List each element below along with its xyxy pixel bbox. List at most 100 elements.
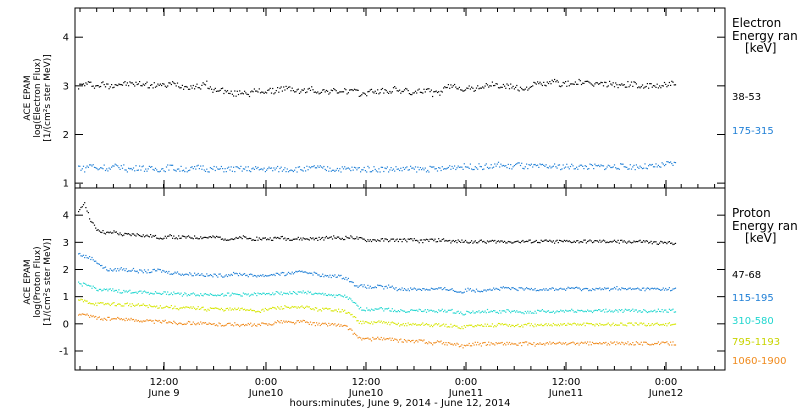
- data-point: [224, 89, 226, 92]
- data-point: [259, 293, 262, 295]
- data-point: [491, 81, 493, 83]
- data-point: [607, 164, 609, 166]
- data-point: [595, 165, 597, 167]
- data-point: [202, 306, 204, 308]
- data-point: [284, 89, 286, 91]
- data-point: [528, 312, 530, 314]
- data-point: [115, 231, 117, 233]
- data-point: [285, 239, 287, 241]
- data-point: [198, 295, 200, 297]
- data-point: [163, 170, 165, 172]
- data-point: [534, 345, 536, 347]
- x-time-label: 0:00: [455, 377, 477, 388]
- data-point: [375, 92, 377, 94]
- data-point: [374, 239, 376, 241]
- data-point: [613, 164, 616, 166]
- data-point: [485, 83, 487, 85]
- data-point: [264, 237, 266, 239]
- proton-legend-unit: [keV]: [745, 231, 776, 245]
- data-point: [505, 286, 507, 289]
- data-point: [494, 84, 496, 87]
- data-point: [401, 287, 403, 289]
- data-point: [554, 324, 556, 326]
- data-point: [189, 236, 191, 238]
- data-point: [671, 344, 673, 346]
- data-point: [89, 285, 91, 287]
- data-point: [174, 271, 176, 273]
- data-point: [440, 310, 442, 312]
- data-point: [654, 166, 656, 168]
- data-point: [610, 240, 612, 243]
- data-point: [502, 344, 504, 346]
- data-point: [228, 166, 230, 168]
- data-point: [87, 212, 89, 214]
- data-point: [362, 320, 364, 322]
- data-point: [97, 302, 99, 304]
- data-point: [314, 325, 316, 327]
- data-point: [611, 342, 613, 344]
- data-point: [457, 310, 459, 312]
- data-point: [425, 88, 428, 90]
- data-point: [480, 239, 482, 241]
- data-point: [665, 241, 667, 244]
- data-point: [406, 341, 408, 343]
- data-point: [372, 323, 374, 325]
- data-point: [277, 87, 279, 89]
- data-point: [421, 239, 423, 241]
- data-point: [104, 169, 107, 172]
- data-point: [97, 263, 99, 265]
- data-point: [174, 293, 176, 295]
- data-point: [522, 288, 524, 290]
- data-point: [90, 164, 92, 166]
- data-point: [527, 168, 529, 170]
- data-point: [502, 83, 504, 86]
- data-point: [428, 88, 430, 90]
- data-point: [275, 322, 277, 324]
- data-point: [621, 322, 623, 324]
- data-point: [131, 292, 133, 294]
- data-point: [582, 165, 584, 167]
- data-point: [483, 168, 485, 170]
- data-point: [222, 293, 224, 295]
- data-point: [128, 290, 130, 292]
- data-point: [618, 288, 620, 290]
- data-point: [277, 320, 279, 322]
- data-point: [225, 91, 227, 93]
- data-point: [208, 294, 210, 296]
- data-point: [552, 310, 554, 312]
- data-point: [605, 81, 607, 84]
- data-point: [490, 289, 492, 291]
- data-point: [344, 278, 346, 280]
- data-point: [320, 275, 323, 277]
- data-point: [640, 311, 642, 313]
- data-point: [655, 311, 657, 313]
- data-point: [422, 242, 424, 244]
- data-point: [308, 323, 310, 325]
- data-point: [143, 320, 146, 322]
- data-point: [84, 299, 86, 301]
- data-point: [117, 268, 119, 270]
- data-point: [330, 89, 332, 91]
- data-point: [153, 169, 155, 171]
- data-point: [306, 321, 308, 323]
- data-point: [272, 170, 274, 172]
- data-point: [482, 342, 484, 344]
- data-point: [291, 169, 293, 172]
- data-point: [655, 86, 657, 88]
- data-point: [602, 288, 605, 291]
- data-point: [222, 276, 224, 278]
- data-point: [403, 238, 406, 240]
- data-point: [489, 344, 491, 346]
- data-point: [493, 326, 495, 328]
- data-point: [580, 290, 583, 292]
- data-point: [615, 167, 617, 169]
- data-point: [226, 167, 229, 169]
- data-point: [136, 304, 138, 306]
- data-point: [107, 302, 109, 304]
- data-point: [121, 292, 124, 294]
- data-point: [128, 305, 130, 307]
- data-point: [633, 344, 635, 346]
- data-point: [567, 240, 569, 243]
- data-point: [505, 87, 507, 89]
- data-point: [123, 289, 125, 292]
